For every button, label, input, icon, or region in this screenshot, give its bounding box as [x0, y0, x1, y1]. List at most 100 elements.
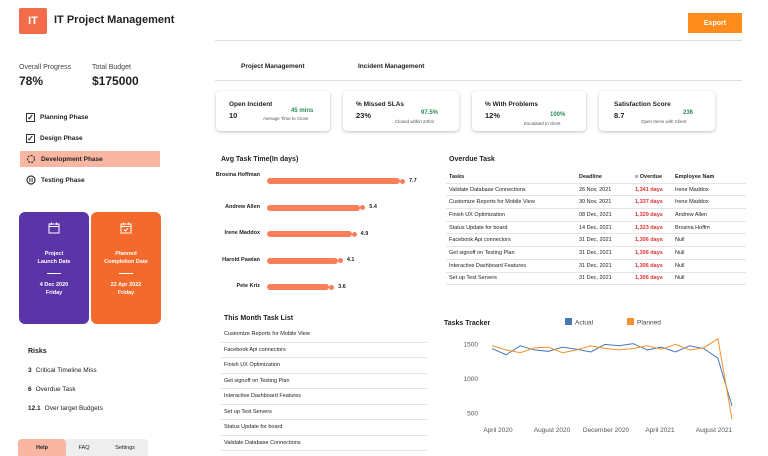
employee-cell: Null [672, 246, 746, 260]
table-row[interactable]: Facebook Api connectors 31 Dec, 2021 1,306… [446, 233, 746, 248]
phase-design[interactable]: ✓ Design Phase [26, 134, 83, 143]
y-tick-label: 500 [467, 411, 478, 418]
kpi-value: 23% [356, 111, 372, 120]
overdue-cell: 1,306 days [632, 233, 672, 248]
employee-cell: Andrew Allen [672, 208, 746, 222]
table-row[interactable]: Finish UX Optimization 08 Dec, 2021 1,329 … [446, 208, 746, 222]
bar[interactable] [267, 204, 361, 211]
table-row[interactable]: Interactive Dashboard Features 31 Dec, 20… [446, 259, 746, 273]
bar-value: 4.9 [360, 230, 369, 237]
kpi-value: 10 [229, 111, 238, 120]
kpi-sub-label: Average Time to Close [263, 116, 309, 121]
tab-incident-management[interactable]: Incident Management [358, 63, 425, 70]
list-item[interactable]: Finish UX Optimization [221, 357, 427, 374]
deadline-cell: 31 Dec, 2021 [576, 272, 632, 286]
series-line-planned[interactable] [491, 338, 733, 420]
deadline-cell: 14 Dec, 2021 [576, 221, 632, 235]
column-header[interactable]: Tasks [446, 171, 576, 184]
employee-cell: Null [672, 272, 746, 286]
tab-project-management[interactable]: Project Management [241, 63, 305, 70]
risk-label: Overdue Task [35, 386, 76, 393]
list-item[interactable]: Status Update for board [221, 419, 427, 436]
task-cell: Customize Reports for Mobile View [446, 195, 576, 210]
month-list-title: This Month Task List [224, 315, 294, 322]
kpi-sub-value: 236 [683, 110, 694, 116]
kpi-value: 8.7 [614, 111, 625, 120]
overdue-cell: 1,306 days [632, 259, 672, 273]
bar-end-dot [351, 231, 357, 237]
task-name: Validate Database Connections [221, 435, 427, 451]
column-header[interactable]: Employee Nam [672, 171, 746, 184]
bar[interactable] [267, 178, 400, 184]
settings-button[interactable]: Settings [102, 439, 148, 456]
checkbox-checked-icon: ✓ [26, 113, 35, 122]
bar[interactable] [267, 231, 352, 237]
total-budget-value: $175000 [92, 74, 139, 88]
table-row[interactable]: Customize Reports for Mobile View 30 Nov,… [446, 195, 746, 210]
kpi-sub-value: 97.5% [421, 110, 439, 116]
faq-button[interactable]: FAQ [66, 439, 102, 456]
list-item[interactable]: Validate Database Connections [221, 435, 427, 451]
phase-label: Development Phase [41, 155, 103, 163]
checkbox-checked-icon: ✓ [26, 134, 35, 143]
card-title: Launch Date [37, 259, 71, 265]
legend-label[interactable]: Planned [637, 320, 661, 327]
list-item[interactable]: Get signoff on Testing Plan [221, 373, 427, 389]
bar[interactable] [267, 257, 338, 264]
table-row[interactable]: Set up Test Servers 31 Dec, 2021 1,306 day… [446, 272, 746, 286]
sort-icon: ≡ [635, 173, 640, 180]
bar-end-dot [329, 284, 335, 290]
employee-cell: Irene Maddox [672, 195, 746, 210]
table-row[interactable]: Validate Database Connections 26 Nov, 202… [446, 183, 746, 197]
phase-label: Planning Phase [40, 114, 89, 121]
overdue-table: Tasks Deadline ≡ Overdue Employee Nam Va… [446, 171, 746, 286]
list-item[interactable]: Interactive Dashboard Features [221, 388, 427, 405]
kpi-label: % Missed SLAs [356, 101, 405, 108]
risk-count: 12.1 [28, 405, 41, 412]
legend-swatch[interactable] [565, 318, 572, 325]
overdue-cell: 1,306 days [632, 246, 672, 260]
series-line-actual[interactable] [491, 343, 733, 407]
column-header[interactable]: ≡ Overdue [632, 171, 672, 184]
help-button[interactable]: Help [18, 439, 66, 456]
overdue-cell: 1,306 days [632, 272, 672, 286]
bar-end-dot [360, 205, 366, 210]
risk-item: 12.1 Over target Budgets [28, 405, 103, 412]
card-divider [119, 273, 133, 274]
phase-label: Design Phase [40, 135, 83, 142]
employee-cell: Null [672, 259, 746, 273]
table-row[interactable]: Status Update for board 14 Dec, 2021 1,323… [446, 221, 746, 235]
kpi-card-problems: % With Problems 12% 100% Escalated to cl… [472, 91, 586, 131]
bar-value: 3.6 [338, 283, 346, 290]
phase-testing[interactable]: Testing Phase [26, 175, 85, 185]
list-item[interactable]: Set up Test Servers [221, 404, 427, 420]
risk-label: Critical Timeline Miss [35, 367, 97, 374]
avg-task-title: Avg Task Time(In days) [221, 156, 299, 163]
bar-label: Irene Maddox [224, 230, 260, 236]
export-button[interactable]: Export [688, 13, 742, 33]
risk-label: Over target Budgets [44, 405, 103, 412]
deadline-cell: 08 Dec, 2021 [576, 208, 632, 222]
legend-label[interactable]: Actual [575, 320, 594, 327]
table-row[interactable]: Get signoff on Testing Plan 31 Dec, 2021 1… [446, 246, 746, 260]
overall-progress-label: Overall Progress [19, 64, 72, 71]
column-header[interactable]: Deadline [576, 171, 632, 184]
task-name: Status Update for board [221, 419, 427, 436]
kpi-card-satisfaction: Satisfaction Score 8.7 236 Open Items wi… [599, 91, 715, 131]
bar[interactable] [267, 284, 330, 290]
x-tick-label: April 2021 [645, 427, 675, 434]
legend-swatch[interactable] [627, 318, 634, 325]
list-item[interactable]: Customize Reports for Mobile View [221, 327, 427, 343]
task-cell: Validate Database Connections [446, 183, 576, 197]
list-item[interactable]: Facebook Api connectors [221, 342, 427, 358]
deadline-cell: 31 Dec, 2021 [576, 246, 632, 260]
app-logo: IT [19, 8, 47, 34]
kpi-sub-label: Open Items with Client [641, 119, 687, 124]
kpi-value: 12% [485, 111, 501, 120]
launch-date-card: Project Launch Date 4 Dec 2020 Friday [19, 212, 89, 324]
phase-planning[interactable]: ✓ Planning Phase [26, 113, 88, 122]
y-tick-label: 1000 [464, 376, 479, 383]
overdue-cell: 1,337 days [632, 195, 672, 210]
task-cell: Facebook Api connectors [446, 233, 576, 248]
phase-development[interactable]: Development Phase [26, 154, 103, 164]
